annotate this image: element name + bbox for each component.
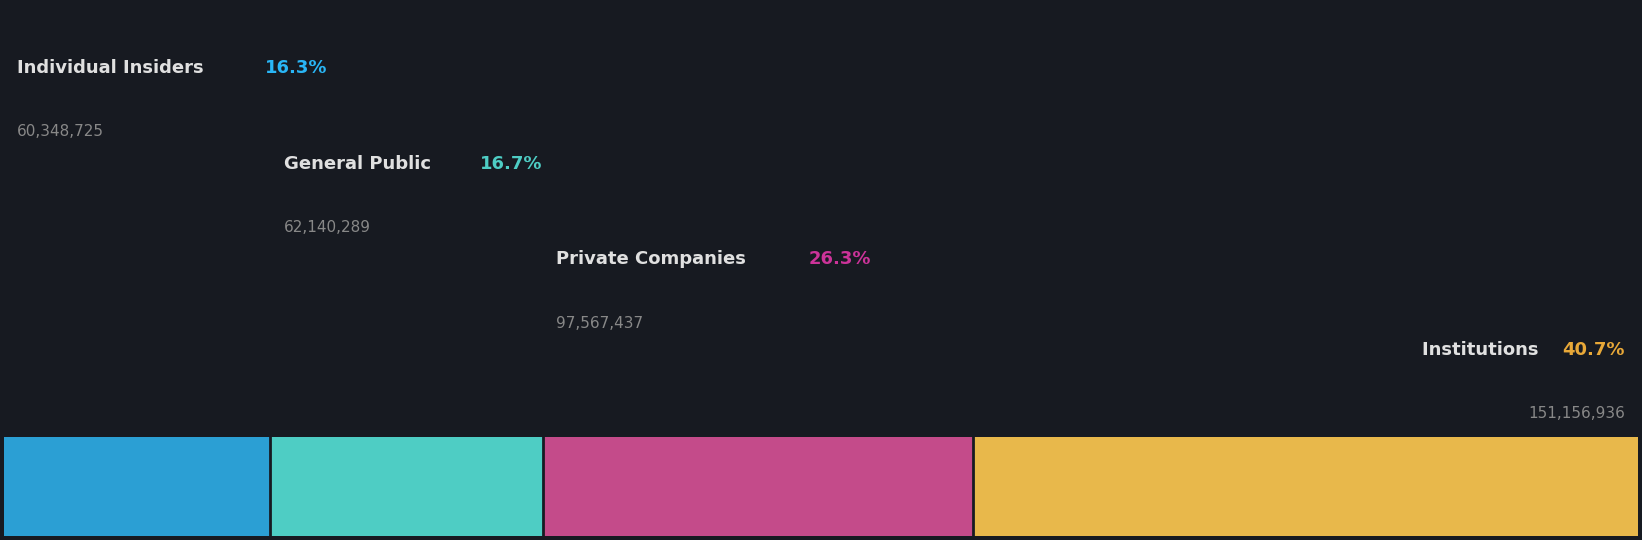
Text: 16.7%: 16.7% — [479, 154, 544, 173]
Bar — [271, 437, 544, 536]
Text: Institutions: Institutions — [1422, 341, 1545, 359]
Bar — [5, 437, 271, 536]
Text: 151,156,936: 151,156,936 — [1529, 406, 1626, 421]
Bar — [544, 437, 974, 536]
Text: General Public: General Public — [284, 154, 437, 173]
Text: 16.3%: 16.3% — [264, 59, 327, 77]
Text: 97,567,437: 97,567,437 — [557, 316, 644, 330]
Text: Individual Insiders: Individual Insiders — [16, 59, 210, 77]
Text: 62,140,289: 62,140,289 — [284, 220, 371, 235]
Text: 40.7%: 40.7% — [1562, 341, 1626, 359]
Bar — [974, 437, 1637, 536]
Text: Private Companies: Private Companies — [557, 251, 752, 268]
Text: 60,348,725: 60,348,725 — [16, 124, 103, 139]
Text: 26.3%: 26.3% — [808, 251, 870, 268]
